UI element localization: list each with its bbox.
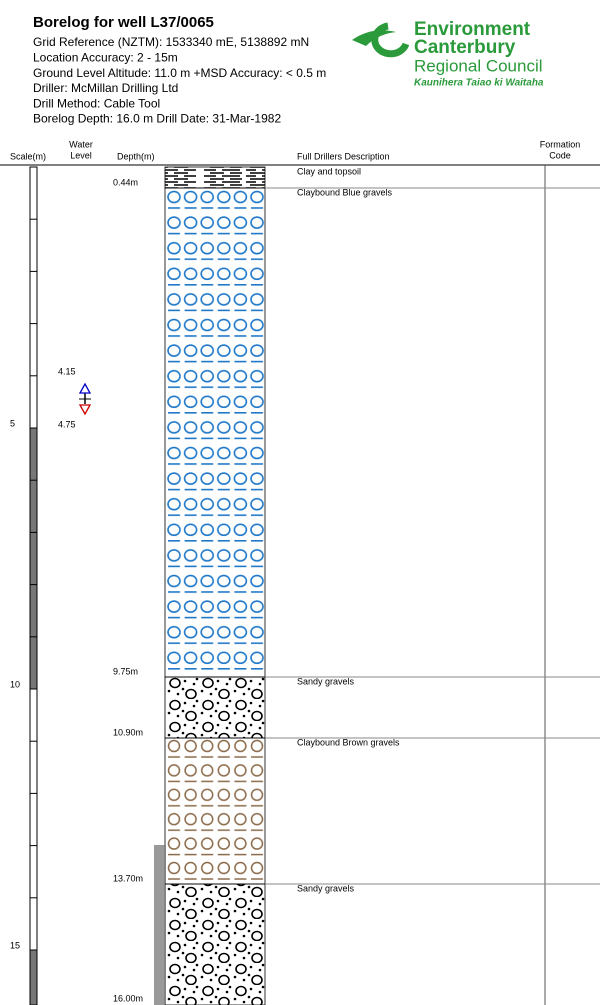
layer-depth: 9.75m [113, 666, 138, 676]
ruler-segment [29, 949, 38, 1005]
column-header: Depth(m) [117, 151, 155, 161]
ruler-segment [29, 166, 38, 429]
header-line: Drill Method: Cable Tool [33, 96, 160, 110]
column-header: Scale(m) [10, 151, 46, 161]
title: Borelog for well L37/0065 [33, 14, 214, 31]
layer-description: Sandy gravels [297, 883, 355, 893]
layer-description: Claybound Blue gravels [297, 187, 393, 197]
water-level-symbol [78, 382, 92, 416]
lithology-pattern [164, 166, 266, 189]
header-line: Driller: McMillan Drilling Ltd [33, 81, 178, 95]
logo: Environment Canterbury Regional Council … [352, 19, 544, 89]
layer-description: Sandy gravels [297, 676, 355, 686]
header-line: Ground Level Altitude: 11.0 m +MSD Accur… [33, 66, 326, 80]
column-header: Formation [540, 139, 581, 149]
logo-text: Regional Council [414, 56, 543, 75]
logo-text: Environment [414, 19, 531, 40]
header-line: Location Accuracy: 2 - 15m [33, 50, 178, 64]
layer-depth: 13.70m [113, 873, 143, 883]
layer-description: Clay and topsoil [297, 166, 361, 176]
scale-ruler: 5 10 15 [10, 166, 38, 1005]
column-header: Full Drillers Description [297, 151, 390, 161]
column-header: Code [549, 150, 571, 160]
header-line: Borelog Depth: 16.0 m Drill Date: 31-Mar… [33, 112, 281, 126]
header-line: Grid Reference (NZTM): 1533340 mE, 51388… [33, 35, 309, 49]
lithology-pattern [164, 883, 266, 1005]
scale-label: 10 [10, 679, 20, 689]
logo-swirl [371, 22, 410, 58]
water-level-label: 4.75 [58, 419, 76, 429]
lithology-pattern [164, 737, 266, 885]
water-level-label: 4.15 [58, 366, 76, 376]
lithology-pattern [164, 187, 266, 678]
cable-tool-hatch [154, 845, 166, 1005]
layer-depth: 0.44m [113, 177, 138, 187]
column-header: Water [69, 139, 93, 149]
logo-tagline: Kaunihera Taiao ki Waitaha [414, 78, 544, 89]
ruler-segment [29, 427, 38, 690]
column-header: Level [70, 150, 92, 160]
layer-description: Claybound Brown gravels [297, 737, 400, 747]
lithology-pattern [164, 676, 266, 739]
layer-depth: 10.90m [113, 727, 143, 737]
scale-label: 5 [10, 418, 15, 428]
layer-depth: 16.00m [113, 993, 143, 1003]
scale-label: 15 [10, 940, 20, 950]
logo-text: Canterbury [414, 37, 516, 58]
ruler-segment [29, 688, 38, 951]
logo-leaf [352, 30, 396, 46]
